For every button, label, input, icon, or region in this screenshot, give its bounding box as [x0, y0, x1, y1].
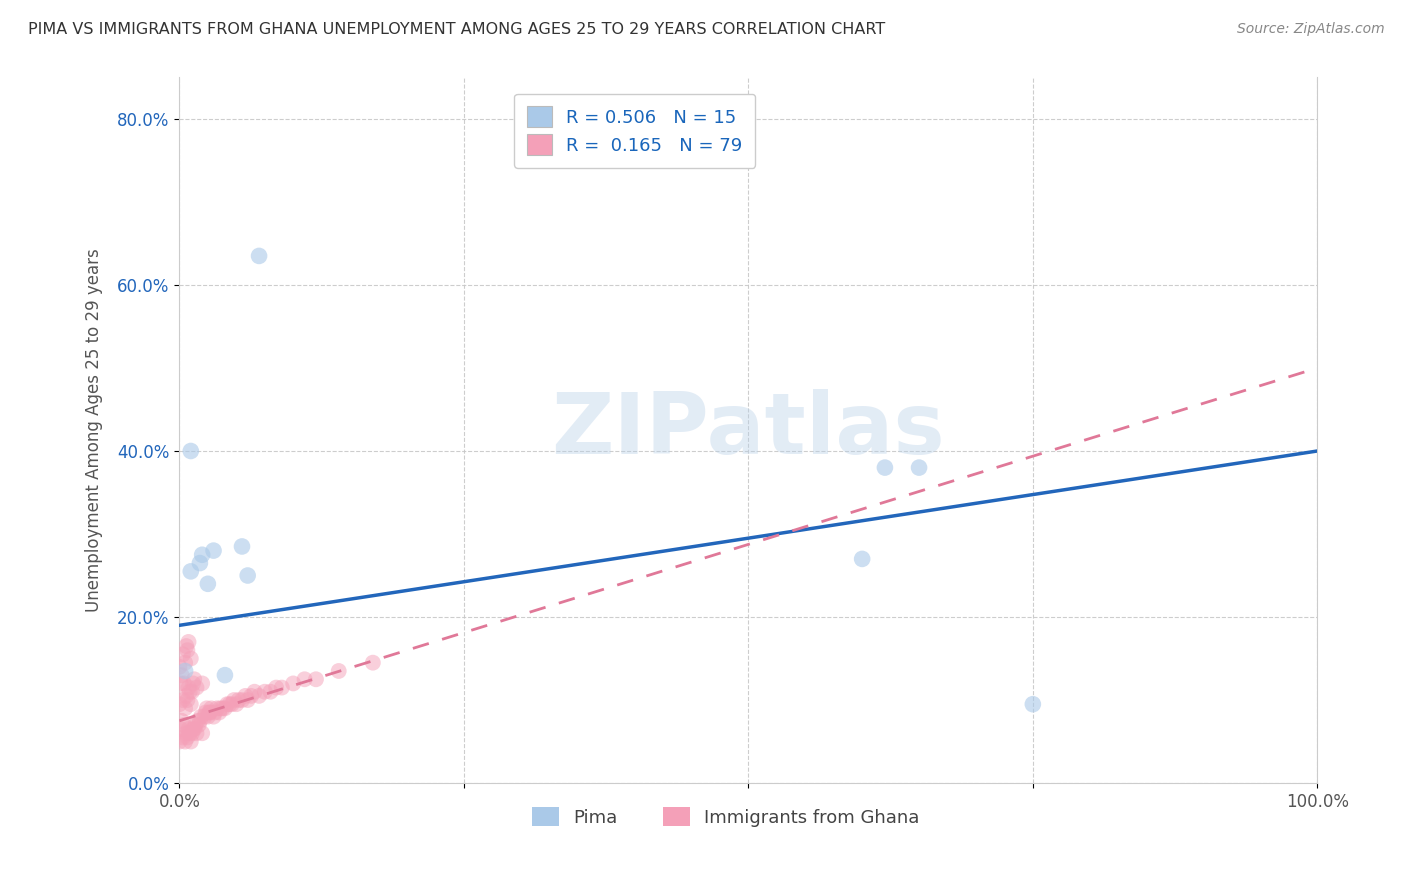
Point [174, 701, 197, 715]
Point [235, 689, 257, 703]
Point [181, 722, 204, 736]
Point [169, 676, 191, 690]
Point [222, 693, 245, 707]
Point [187, 714, 209, 728]
Point [180, 734, 202, 748]
Point [873, 460, 896, 475]
Point [851, 552, 873, 566]
Point [186, 681, 208, 695]
Point [176, 643, 198, 657]
Point [198, 706, 221, 720]
Text: Source: ZipAtlas.com: Source: ZipAtlas.com [1237, 22, 1385, 37]
Point [173, 676, 195, 690]
Point [191, 548, 214, 562]
Point [197, 709, 219, 723]
Point [270, 681, 292, 695]
Point [176, 731, 198, 745]
Legend: Pima, Immigrants from Ghana: Pima, Immigrants from Ghana [524, 800, 927, 834]
Point [184, 718, 207, 732]
Point [236, 568, 259, 582]
Point [328, 664, 350, 678]
Point [174, 656, 197, 670]
Point [228, 693, 250, 707]
Point [214, 701, 236, 715]
Point [172, 648, 194, 662]
Point [264, 681, 287, 695]
Point [188, 714, 211, 728]
Point [214, 668, 236, 682]
Point [205, 701, 228, 715]
Point [240, 689, 263, 703]
Point [180, 565, 202, 579]
Point [1022, 697, 1045, 711]
Point [186, 726, 208, 740]
Point [294, 673, 316, 687]
Point [190, 709, 212, 723]
Point [231, 693, 253, 707]
Point [253, 684, 276, 698]
Point [204, 706, 226, 720]
Point [198, 706, 221, 720]
Point [209, 701, 232, 715]
Point [202, 543, 225, 558]
Point [179, 684, 201, 698]
Point [243, 684, 266, 698]
Point [174, 664, 197, 678]
Point [180, 651, 202, 665]
Text: ZIPatlas: ZIPatlas [551, 389, 945, 472]
Point [180, 697, 202, 711]
Point [181, 684, 204, 698]
Point [305, 673, 328, 687]
Point [193, 709, 215, 723]
Point [174, 639, 197, 653]
Point [361, 656, 384, 670]
Point [169, 734, 191, 748]
Point [194, 706, 217, 720]
Point [202, 709, 225, 723]
Point [169, 697, 191, 711]
Point [247, 689, 270, 703]
Point [177, 635, 200, 649]
Point [191, 726, 214, 740]
Point [231, 540, 253, 554]
Point [179, 726, 201, 740]
Y-axis label: Unemployment Among Ages 25 to 29 years: Unemployment Among Ages 25 to 29 years [86, 248, 103, 612]
Point [183, 673, 205, 687]
Point [197, 577, 219, 591]
Point [188, 556, 211, 570]
Point [174, 734, 197, 748]
Point [217, 697, 239, 711]
Point [236, 693, 259, 707]
Point [173, 718, 195, 732]
Point [247, 249, 270, 263]
Point [200, 701, 222, 715]
Point [172, 693, 194, 707]
Point [177, 722, 200, 736]
Point [169, 722, 191, 736]
Point [195, 701, 218, 715]
Point [187, 718, 209, 732]
Point [172, 731, 194, 745]
Point [170, 714, 193, 728]
Point [259, 684, 281, 698]
Point [191, 676, 214, 690]
Point [174, 689, 197, 703]
Point [218, 697, 240, 711]
Point [183, 722, 205, 736]
Point [169, 660, 191, 674]
Point [225, 697, 247, 711]
Point [283, 676, 305, 690]
Point [181, 726, 204, 740]
Point [208, 706, 231, 720]
Point [180, 444, 202, 458]
Point [176, 693, 198, 707]
Point [211, 701, 233, 715]
Point [221, 697, 243, 711]
Point [181, 676, 204, 690]
Point [177, 681, 200, 695]
Point [174, 726, 197, 740]
Point [170, 668, 193, 682]
Text: PIMA VS IMMIGRANTS FROM GHANA UNEMPLOYMENT AMONG AGES 25 TO 29 YEARS CORRELATION: PIMA VS IMMIGRANTS FROM GHANA UNEMPLOYME… [28, 22, 886, 37]
Point [908, 460, 931, 475]
